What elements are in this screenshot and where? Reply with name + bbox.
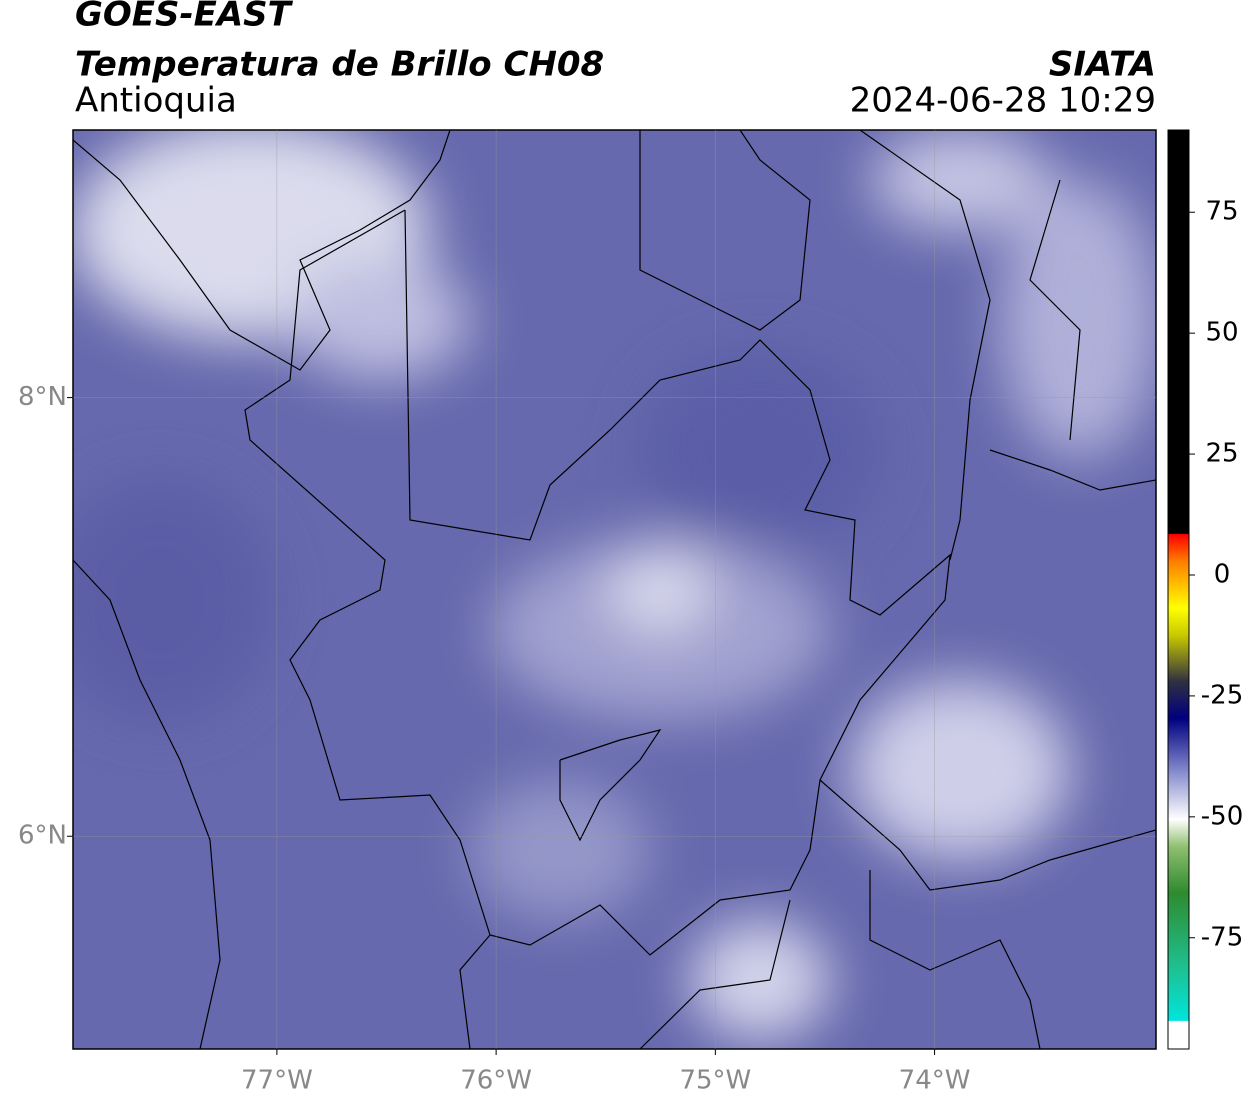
y-tick-label: 8°N <box>18 382 67 412</box>
title: GOES-EAST <box>75 0 294 35</box>
colorbar-tick-label: 0 <box>1214 559 1231 589</box>
x-tick-label: 76°W <box>460 1066 532 1096</box>
region: Antioquia <box>75 81 237 121</box>
colorbar <box>1167 129 1190 1050</box>
x-tick-label: 74°W <box>899 1066 971 1096</box>
subtitle: Temperatura de Brillo CH08 <box>75 45 604 85</box>
colorbar-tick-label: 50 <box>1205 318 1238 348</box>
y-tick-label: 6°N <box>18 821 67 851</box>
colorbar-tick-label: -25 <box>1201 680 1243 710</box>
x-tick-label: 77°W <box>241 1066 313 1096</box>
boundaries <box>73 130 1156 1049</box>
source: SIATA <box>1049 45 1156 85</box>
colorbar-tick-label: -50 <box>1201 801 1243 831</box>
colorbar-tick-label: 25 <box>1205 439 1238 469</box>
map-frame <box>72 129 1157 1050</box>
colorbar-tick-label: -75 <box>1201 922 1243 952</box>
timestamp: 2024-06-28 10:29 <box>850 81 1156 121</box>
x-tick-label: 75°W <box>679 1066 751 1096</box>
colorbar-tick-label: 75 <box>1205 197 1238 227</box>
satellite-image <box>73 130 1156 1049</box>
